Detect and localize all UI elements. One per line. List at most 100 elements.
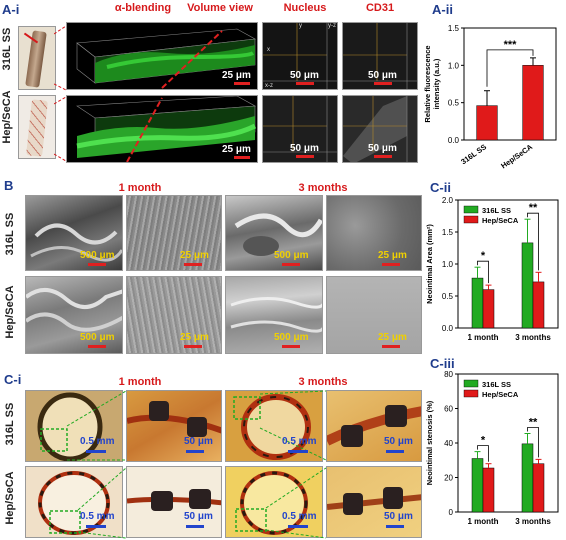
axis-mark-xz: x-z (265, 83, 273, 89)
scale-label-conf-4: 50 μm (368, 143, 397, 154)
y-axis-label: Neointimal stenosis (%) (425, 400, 434, 485)
sem-316l-1m-high (126, 195, 222, 271)
bar (471, 458, 484, 513)
scale-label-b-7: 500 μm (274, 332, 309, 343)
scale-bar-conf-3 (296, 155, 314, 158)
legend-swatch (463, 379, 479, 388)
header-c-3-months: 3 months (298, 376, 348, 388)
row-label-hep-seca-b: Hep/SeCA (4, 285, 16, 339)
scale-bar-c-8 (386, 525, 404, 528)
scale-bar-b-4 (382, 263, 400, 266)
confocal-cd31-316l (342, 22, 418, 90)
sem-hep-seca-3m-high (326, 276, 422, 354)
scale-bar-conf-4 (374, 155, 392, 158)
sem-hep-seca-3m-low (225, 276, 323, 354)
legend-swatch (463, 215, 479, 224)
scale-label-b-3: 500 μm (274, 250, 309, 261)
scale-bar-conf-1 (296, 82, 314, 85)
legend-swatch (463, 389, 479, 398)
y-tick-label: 0 (449, 508, 454, 517)
x-tick-label: 1 month (467, 333, 498, 342)
y-axis-label: Relative fluorescence (423, 45, 432, 122)
scale-bar-b-3 (282, 263, 300, 266)
scale-bar-b-8 (382, 345, 400, 348)
panel-label-b: B (4, 178, 14, 193)
axis-mark-yz: y-z (328, 23, 336, 29)
bar (521, 242, 534, 329)
scale-bar-c-4 (386, 450, 404, 453)
bar (471, 277, 484, 329)
x-tick-label: 1 month (467, 517, 498, 526)
scale-label-c-2: 50 μm (184, 436, 213, 447)
zoom-guides-c (66, 390, 327, 539)
sem-316l-3m-low (225, 195, 323, 271)
scale-label-conf-2: 50 μm (368, 70, 397, 81)
header-b-3-months: 3 months (298, 182, 348, 194)
scale-label-c-1: 0.5 mm (80, 436, 115, 447)
y-tick-label: 1.0 (448, 61, 460, 70)
scale-label-b-1: 500 μm (80, 250, 115, 261)
significance-bracket (486, 49, 534, 87)
confocal-cd31-hep-seca (342, 95, 418, 163)
scale-label-conf-3: 50 μm (290, 143, 319, 154)
scale-label-c-8: 50 μm (384, 511, 413, 522)
histology-hep-seca-3m-low (225, 466, 323, 538)
scale-label-c-4: 50 μm (384, 436, 413, 447)
significance-stars: *** (504, 39, 518, 51)
significance-bracket (477, 260, 489, 284)
scale-bar-c-7 (288, 525, 308, 528)
significance-bracket (477, 445, 489, 462)
significance-stars: ** (529, 202, 538, 214)
scale-label-b-2: 25 μm (180, 250, 209, 261)
bar (521, 443, 534, 513)
scale-bar-c-3 (288, 450, 308, 453)
chart-a-ii: 0.0 0.5 1.0 1.5 Relative fluorescence intensi… (423, 24, 557, 170)
y-axis-label: Neointimal Area (mm²) (425, 224, 434, 304)
histology-hep-seca-3m-high (326, 466, 422, 538)
significance-stars: * (481, 250, 486, 262)
chart-c-iii: 0 20 40 60 80 Neointimal stenosis (%) * 1 month… (425, 370, 559, 526)
sem-316l-1m-low (25, 195, 123, 271)
sem-316l-3m-high (326, 195, 422, 271)
stent-photo-316l (18, 26, 56, 90)
y-tick-label: 0.5 (442, 292, 454, 301)
y-tick-label: 1.5 (448, 24, 460, 33)
x-tick-label: 3 months (515, 517, 551, 526)
x-tick-label: 3 months (515, 333, 551, 342)
scale-label-c-5: 0.5 mm (80, 511, 115, 522)
confocal-nucleus-hep-seca (262, 95, 338, 163)
scale-bar-vol-1 (234, 82, 250, 85)
scale-label-vol-2: 25 μm (222, 144, 251, 155)
y-tick-label: 2.0 (442, 196, 454, 205)
bar (482, 289, 495, 329)
significance-stars: * (481, 435, 486, 447)
bar (532, 463, 545, 513)
scale-label-b-4: 25 μm (378, 250, 407, 261)
row-label-316l-ss-b: 316L SS (4, 212, 16, 256)
scale-label-c-7: 0.5 mm (282, 511, 317, 522)
histology-hep-seca-1m-high (126, 466, 222, 538)
y-tick-label: 1.0 (442, 260, 454, 269)
scale-bar-b-1 (88, 263, 106, 266)
scale-bar-vol-2 (234, 156, 250, 159)
histology-hep-seca-1m-low (25, 466, 123, 538)
header-b-1-month: 1 month (118, 182, 162, 194)
significance-bracket (527, 427, 539, 458)
row-label-hep-seca-c: Hep/SeCA (4, 471, 16, 525)
row-label-hep-seca-a: Hep/SeCA (1, 90, 13, 144)
confocal-nucleus-316l: y x y-z x-z (262, 22, 338, 90)
scale-label-c-3: 0.5 mm (282, 436, 317, 447)
scale-label-b-8: 25 μm (378, 332, 407, 343)
scale-label-vol-1: 25 μm (222, 70, 251, 81)
y-tick-label: 20 (444, 474, 453, 483)
scale-label-c-6: 50 μm (184, 511, 213, 522)
axis-mark-y: y (299, 23, 302, 29)
legend-label: 316L SS (482, 206, 511, 215)
scale-bar-b-2 (184, 263, 202, 266)
y-axis-label: intensity (a.u.) (432, 58, 441, 109)
bar (482, 467, 495, 513)
scale-bar-conf-2 (374, 82, 392, 85)
bar (532, 281, 545, 329)
row-label-316l-ss-a: 316L SS (1, 27, 13, 71)
panel-label-c-iii: C-iii (430, 356, 455, 371)
